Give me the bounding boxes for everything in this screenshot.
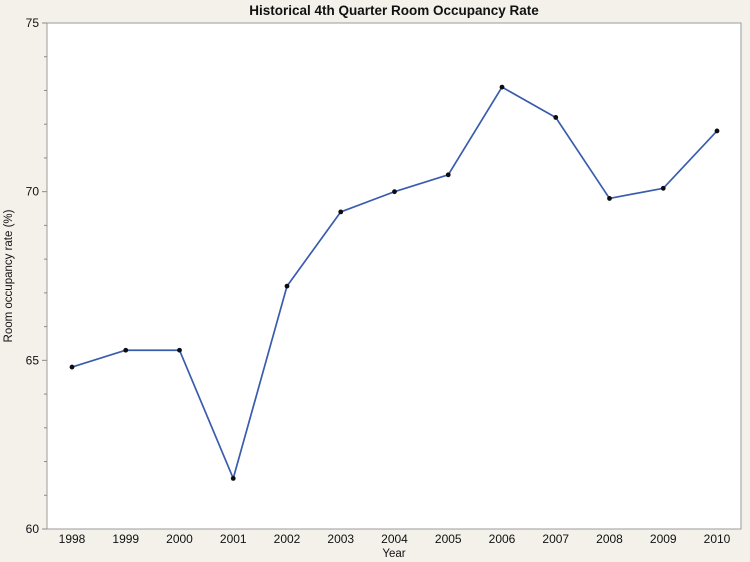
plot-area [46,22,742,530]
data-series [69,84,720,481]
x-tick-label: 2010 [704,532,731,546]
data-point[interactable] [445,172,451,178]
x-axis-tick-labels: 1998 1999 2000 2001 2002 2003 2004 2005 2006 2007… [59,532,731,546]
y-tick-label: 65 [26,353,40,367]
data-point[interactable] [607,196,612,201]
data-point[interactable] [284,283,290,289]
data-point[interactable] [714,128,720,134]
y-tick-label: 75 [26,16,40,30]
x-tick-label: 2009 [650,532,677,546]
data-point[interactable] [69,364,75,370]
x-tick-label: 2006 [489,532,516,546]
x-tick-label: 2001 [220,532,247,546]
x-tick-label: 2000 [166,532,193,546]
data-point[interactable] [392,189,397,195]
y-tick-label: 70 [26,185,40,199]
x-tick-label: 1999 [112,532,139,546]
x-tick-label: 2003 [327,532,354,546]
data-point[interactable] [230,476,236,481]
data-point[interactable] [177,347,182,353]
y-axis-ticks: 60 65 70 75 [26,16,47,536]
x-tick-label: 2002 [274,532,301,546]
y-tick-label: 60 [26,522,40,536]
data-point[interactable] [660,185,666,191]
x-tick-label: 2005 [435,532,462,546]
data-point[interactable] [553,115,559,120]
x-tick-label: 2008 [596,532,623,546]
data-point[interactable] [123,347,129,353]
y-axis-label: Room occupancy rate (%) [3,209,15,342]
x-axis-label: Year [382,548,405,560]
data-point[interactable] [338,209,344,215]
x-tick-label: 2004 [381,532,408,546]
chart-title: Historical 4th Quarter Room Occupancy Ra… [249,3,539,18]
x-tick-label: 1998 [59,532,86,546]
x-tick-label: 2007 [542,532,569,546]
data-point[interactable] [499,84,505,90]
